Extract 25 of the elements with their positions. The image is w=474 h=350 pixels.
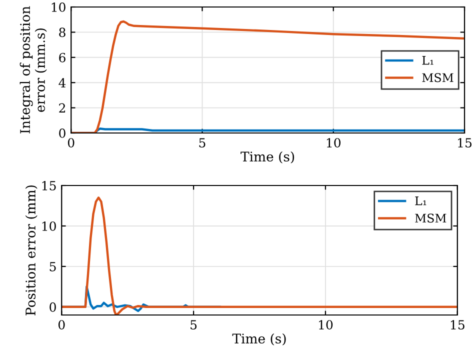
y-tick-label: 2 — [59, 103, 66, 113]
x-tick-label: 5 — [190, 320, 197, 330]
y-axis-title: Integral of position error (mm.s) — [20, 6, 47, 134]
y-tick-label: 8 — [59, 28, 66, 38]
x-tick-label: 15 — [450, 320, 464, 330]
y-tick-label: 6 — [59, 52, 66, 62]
y-tick-label: 5 — [50, 262, 56, 272]
y-tick-label: 10 — [42, 221, 56, 231]
x-axis-title: Time (s) — [232, 333, 286, 346]
x-tick-label: 10 — [319, 320, 333, 330]
legend-label: L₁ — [422, 56, 434, 65]
y-axis-title: Position error (mm) — [25, 185, 38, 316]
y-tick-label: 4 — [58, 78, 66, 88]
x-tick-label: 10 — [326, 138, 341, 148]
x-tick-label: 5 — [199, 138, 206, 148]
legend-label: L₁ — [415, 196, 426, 206]
y-tick-label: 0 — [59, 128, 66, 138]
y-tick-label: 0 — [50, 302, 56, 312]
x-tick-label: 0 — [68, 138, 74, 148]
x-tick-label: 15 — [458, 138, 472, 148]
legend-label: MSM — [415, 214, 446, 223]
y-tick-label: 10 — [52, 2, 66, 12]
y-tick-label: 15 — [42, 180, 56, 190]
legend-label: MSM — [422, 73, 454, 82]
x-axis-title: Time (s) — [240, 151, 294, 164]
